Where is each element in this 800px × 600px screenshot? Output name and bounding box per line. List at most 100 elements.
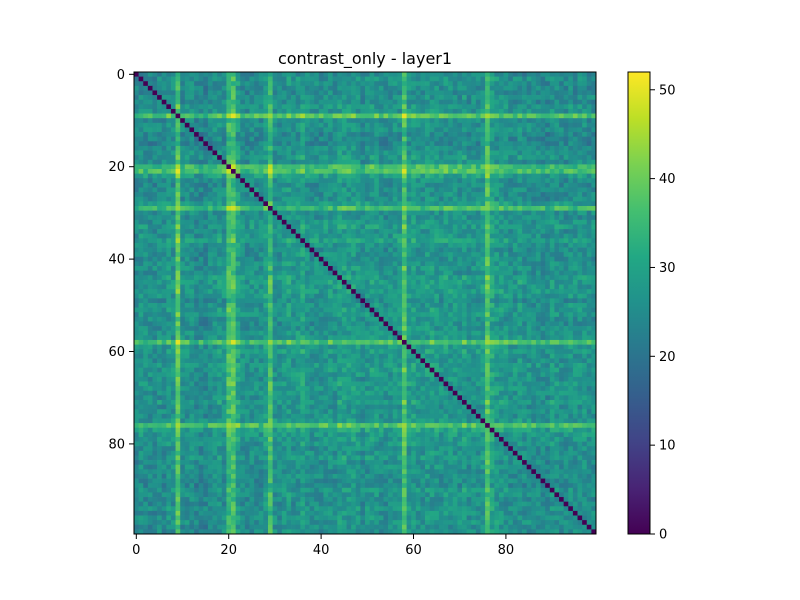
heatmap-cell — [207, 104, 213, 110]
heatmap-cell — [346, 279, 352, 285]
heatmap-cell — [475, 261, 481, 267]
heatmap-cell — [244, 266, 250, 272]
heatmap-cell — [411, 95, 417, 101]
heatmap-cell — [559, 242, 565, 248]
heatmap-cell — [475, 85, 481, 91]
heatmap-cell — [406, 284, 412, 290]
heatmap-cell — [231, 266, 236, 272]
heatmap-cell — [180, 238, 186, 244]
heatmap-cell — [383, 85, 389, 91]
heatmap-cell — [170, 289, 176, 295]
heatmap-cell — [184, 284, 190, 290]
heatmap-cell — [383, 233, 389, 239]
heatmap-cell — [277, 233, 283, 239]
heatmap-cell — [471, 215, 477, 221]
heatmap-cell — [540, 275, 546, 281]
heatmap-cell — [545, 284, 551, 290]
heatmap-cell — [134, 136, 139, 142]
heatmap-cell — [369, 238, 375, 244]
heatmap-cell — [304, 155, 310, 161]
heatmap-cell — [475, 242, 481, 248]
heatmap-cell — [267, 224, 273, 230]
heatmap-cell — [388, 173, 394, 179]
heatmap-cell — [189, 72, 195, 77]
heatmap-cell — [512, 196, 518, 202]
heatmap-cell — [328, 266, 334, 272]
heatmap-cell — [374, 141, 380, 147]
heatmap-cell — [563, 196, 569, 202]
heatmap-cell — [134, 215, 139, 221]
heatmap-cell — [429, 261, 435, 267]
heatmap-cell — [341, 136, 347, 142]
heatmap-cell — [374, 150, 380, 156]
heatmap-cell — [286, 196, 292, 202]
heatmap-cell — [295, 205, 301, 211]
heatmap-cell — [443, 192, 449, 198]
heatmap-cell — [249, 279, 255, 285]
heatmap-cell — [471, 233, 477, 239]
heatmap-cell — [512, 229, 518, 235]
heatmap-cell — [295, 256, 301, 262]
heatmap-cell — [415, 224, 421, 230]
heatmap-cell — [568, 173, 574, 179]
heatmap-cell — [286, 293, 292, 299]
heatmap-cell — [198, 247, 204, 253]
heatmap-cell — [258, 169, 264, 174]
heatmap-cell — [503, 169, 509, 174]
heatmap-cell — [582, 270, 588, 276]
heatmap-cell — [337, 132, 343, 138]
heatmap-cell — [254, 201, 260, 207]
heatmap-cell — [355, 270, 361, 276]
heatmap-cell — [194, 201, 200, 207]
heatmap-cell — [374, 118, 380, 124]
heatmap-cell — [231, 169, 236, 174]
heatmap-cell — [281, 72, 287, 77]
heatmap-cell — [452, 210, 458, 216]
heatmap-cell — [207, 113, 213, 119]
heatmap-cell — [360, 164, 366, 170]
heatmap-cell — [475, 215, 481, 221]
heatmap-cell — [263, 155, 269, 161]
heatmap-cell — [184, 118, 190, 124]
heatmap-cell — [258, 187, 264, 193]
heatmap-cell — [582, 293, 588, 299]
heatmap-cell — [392, 224, 398, 230]
heatmap-cell — [314, 132, 320, 138]
heatmap-cell — [383, 81, 389, 87]
heatmap-cell — [189, 159, 195, 165]
heatmap-cell — [304, 113, 310, 119]
heatmap-cell — [309, 215, 315, 221]
heatmap-cell — [286, 187, 292, 193]
heatmap-cell — [157, 108, 163, 114]
heatmap-cell — [369, 219, 375, 225]
heatmap-cell — [143, 298, 149, 304]
heatmap-cell — [272, 275, 278, 281]
heatmap-cell — [281, 136, 287, 142]
heatmap-cell — [471, 178, 477, 184]
heatmap-cell — [217, 279, 223, 285]
heatmap-cell — [184, 122, 190, 128]
heatmap-cell — [388, 155, 394, 161]
heatmap-cell — [475, 205, 481, 211]
heatmap-cell — [263, 284, 269, 290]
heatmap-cell — [466, 247, 472, 253]
heatmap-cell — [457, 85, 463, 91]
heatmap-cell — [166, 233, 172, 239]
heatmap-cell — [147, 233, 153, 239]
heatmap-cell — [378, 178, 384, 184]
heatmap-cell — [351, 150, 357, 156]
heatmap-cell — [415, 104, 421, 110]
heatmap-cell — [425, 242, 431, 248]
heatmap-cell — [420, 182, 426, 188]
heatmap-cell — [531, 270, 537, 276]
heatmap-cell — [231, 118, 236, 124]
heatmap-cell — [184, 85, 190, 91]
heatmap-cell — [434, 155, 440, 161]
heatmap-cell — [577, 247, 583, 253]
heatmap-cell — [475, 293, 481, 299]
heatmap-cell — [452, 266, 458, 272]
heatmap-cell — [291, 118, 297, 124]
heatmap-cell — [231, 252, 236, 258]
heatmap-cell — [212, 210, 218, 216]
heatmap-cell — [554, 159, 560, 165]
